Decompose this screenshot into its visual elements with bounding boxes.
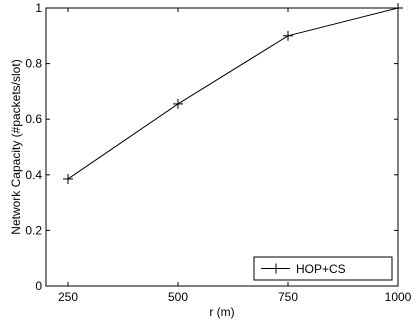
legend: HOP+CS (253, 256, 393, 281)
y-tick-label: 0.8 (25, 57, 42, 71)
series-group (63, 3, 403, 184)
y-tick-label: 1 (35, 1, 42, 15)
legend-label: HOP+CS (296, 262, 346, 276)
y-tick-label: 0.6 (25, 112, 42, 126)
x-tick-label: 250 (58, 290, 78, 304)
x-axis-ticks: 250 500 750 1000 (58, 8, 412, 304)
x-tick-label: 750 (278, 290, 298, 304)
y-axis-title: Network Capacity (#packets/slot) (9, 59, 23, 234)
y-tick-label: 0.2 (25, 223, 42, 237)
data-point-marker (173, 98, 183, 109)
data-point-marker (283, 30, 293, 41)
series-line (67, 7, 399, 180)
data-point-marker (393, 3, 403, 13)
x-tick-label: 1000 (385, 290, 412, 304)
legend-box (253, 256, 393, 281)
y-tick-label: 0 (35, 279, 42, 293)
data-point-marker (63, 173, 73, 184)
x-axis-title: r (m) (209, 305, 234, 319)
plot-frame (45, 7, 399, 287)
y-tick-label: 0.4 (25, 168, 42, 182)
legend-marker-icon (271, 263, 281, 274)
y-axis-ticks: 0 0.2 0.4 0.6 0.8 1 (25, 1, 398, 293)
x-tick-label: 500 (168, 290, 188, 304)
